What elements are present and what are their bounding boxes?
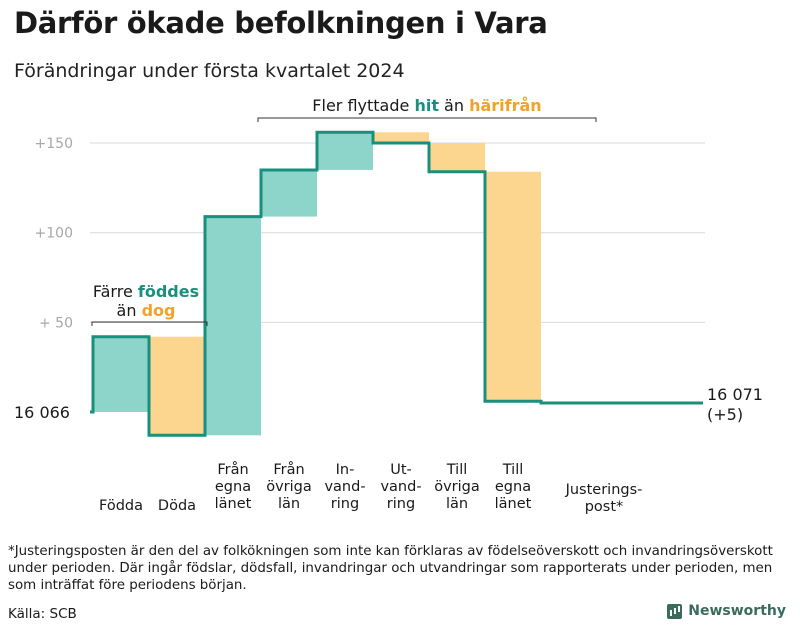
category-label: län bbox=[278, 496, 300, 512]
end-change-label: (+5) bbox=[707, 405, 743, 424]
category-label: Till bbox=[446, 462, 468, 478]
annotation-bracket-left bbox=[91, 321, 208, 326]
category-label: Ut- bbox=[390, 462, 412, 478]
annotation-left-line2: än dog bbox=[117, 301, 176, 320]
category-label: länet bbox=[495, 496, 532, 512]
annotation-top: Fler flyttade hit än härifrån bbox=[312, 96, 541, 115]
waterfall-bar-1 bbox=[149, 336, 205, 436]
category-label: ring bbox=[331, 496, 359, 512]
y-tick-label: + 50 bbox=[39, 315, 73, 331]
category-label: länet bbox=[215, 496, 252, 512]
category-label: ring bbox=[387, 496, 415, 512]
newsworthy-icon bbox=[667, 603, 683, 619]
category-label: övriga bbox=[266, 479, 312, 495]
category-label: In- bbox=[336, 462, 355, 478]
category-label: egna bbox=[215, 479, 251, 495]
start-value-label: 16 066 bbox=[14, 403, 70, 422]
annotation-bracket-top bbox=[257, 117, 597, 122]
waterfall-bar-6 bbox=[429, 143, 485, 172]
y-tick-label: +150 bbox=[35, 136, 73, 152]
category-label: övriga bbox=[434, 479, 480, 495]
waterfall-bar-4 bbox=[317, 132, 373, 170]
category-label: Från bbox=[217, 461, 248, 478]
category-label: egna bbox=[495, 479, 531, 495]
category-label: Döda bbox=[158, 498, 196, 514]
category-label: Från bbox=[273, 461, 304, 478]
y-tick-label: +100 bbox=[35, 226, 73, 242]
waterfall-bar-0 bbox=[93, 336, 149, 412]
category-label: vand- bbox=[380, 479, 421, 495]
category-label: vand- bbox=[324, 479, 365, 495]
waterfall-bar-7 bbox=[485, 171, 541, 402]
level-line bbox=[90, 130, 703, 437]
chart-title: Därför ökade befolkningen i Vara bbox=[14, 6, 548, 40]
end-value-label: 16 071 bbox=[707, 385, 763, 404]
brand-name: Newsworthy bbox=[688, 603, 786, 619]
category-label: län bbox=[446, 496, 468, 512]
waterfall-bar-2 bbox=[205, 216, 261, 436]
waterfall-bar-3 bbox=[261, 169, 317, 217]
category-label: Justerings- bbox=[565, 482, 643, 498]
category-label: post* bbox=[585, 499, 624, 515]
waterfall-bar-5 bbox=[373, 132, 429, 144]
source-note: Källa: SCB bbox=[8, 606, 77, 622]
footnote: *Justeringsposten är den del av folkökni… bbox=[8, 544, 773, 593]
waterfall-chart: +150 +100 + 50 16 066 16 071(+5) Födda Döda Frå… bbox=[14, 96, 763, 515]
category-label: Till bbox=[502, 462, 524, 478]
brand-logo: Newsworthy bbox=[667, 603, 786, 619]
category-label: Födda bbox=[99, 498, 143, 514]
chart-subtitle: Förändringar under första kvartalet 2024 bbox=[14, 60, 405, 82]
annotation-left-line1: Färre föddes bbox=[93, 282, 199, 301]
